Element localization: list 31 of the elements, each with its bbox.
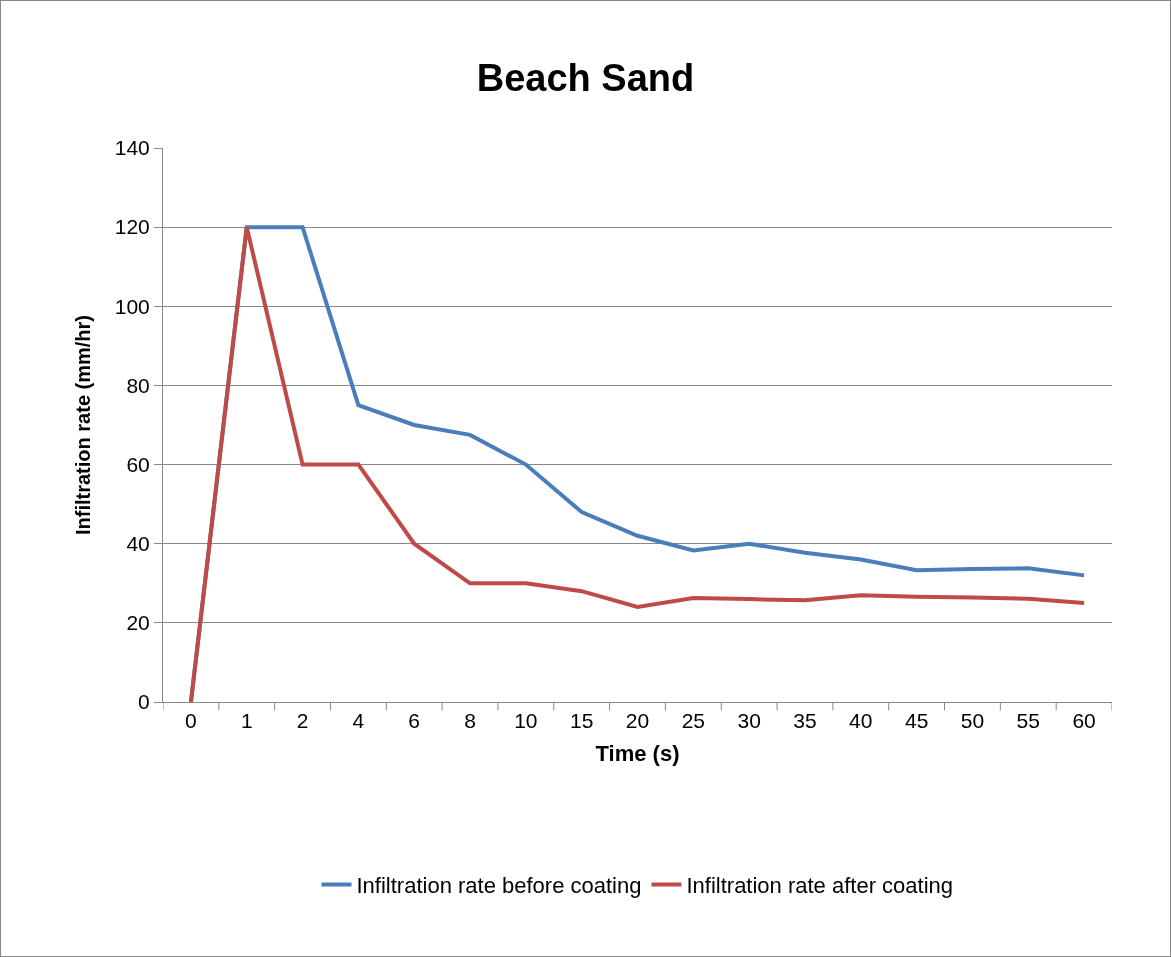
legend-label: Infiltration rate before coating [356,873,642,899]
y-tick-label: 140 [114,136,150,160]
legend-label: Infiltration rate after coating [686,873,954,899]
x-tick-label: 15 [570,709,594,733]
x-tick-label: 4 [352,709,365,733]
y-tick-label: 80 [126,373,150,397]
y-axis-title: Infiltration rate (mm/hr) [72,314,95,536]
x-tick-label: 20 [625,709,650,733]
x-tick-label: 50 [960,709,985,733]
line-series [188,225,1087,702]
y-tick-label: 0 [138,690,150,714]
x-tick-label: 45 [904,709,929,733]
x-tick-label: 25 [681,709,705,733]
y-tick-label: 60 [126,452,150,476]
x-tick-label: 60 [1072,709,1096,733]
y-tick-label: 40 [126,532,150,556]
x-tick-label: 55 [1016,709,1040,733]
y-tick-label: 120 [114,215,150,239]
x-tick-label: 30 [737,709,761,733]
x-axis-title: Time (s) [595,741,680,767]
x-tick-label: 1 [240,709,253,733]
y-tick-label: 20 [126,611,150,635]
x-tick-label: 10 [514,709,538,733]
x-tick-label: 8 [464,709,476,733]
x-tick-label: 6 [408,709,421,733]
x-tick-label: 0 [185,709,197,733]
x-tick-label: 35 [793,709,817,733]
x-tick-label: 40 [849,709,873,733]
x-tick-label: 2 [296,709,309,733]
y-tick-label: 100 [114,294,150,318]
chart-title: Beach Sand [476,56,695,99]
